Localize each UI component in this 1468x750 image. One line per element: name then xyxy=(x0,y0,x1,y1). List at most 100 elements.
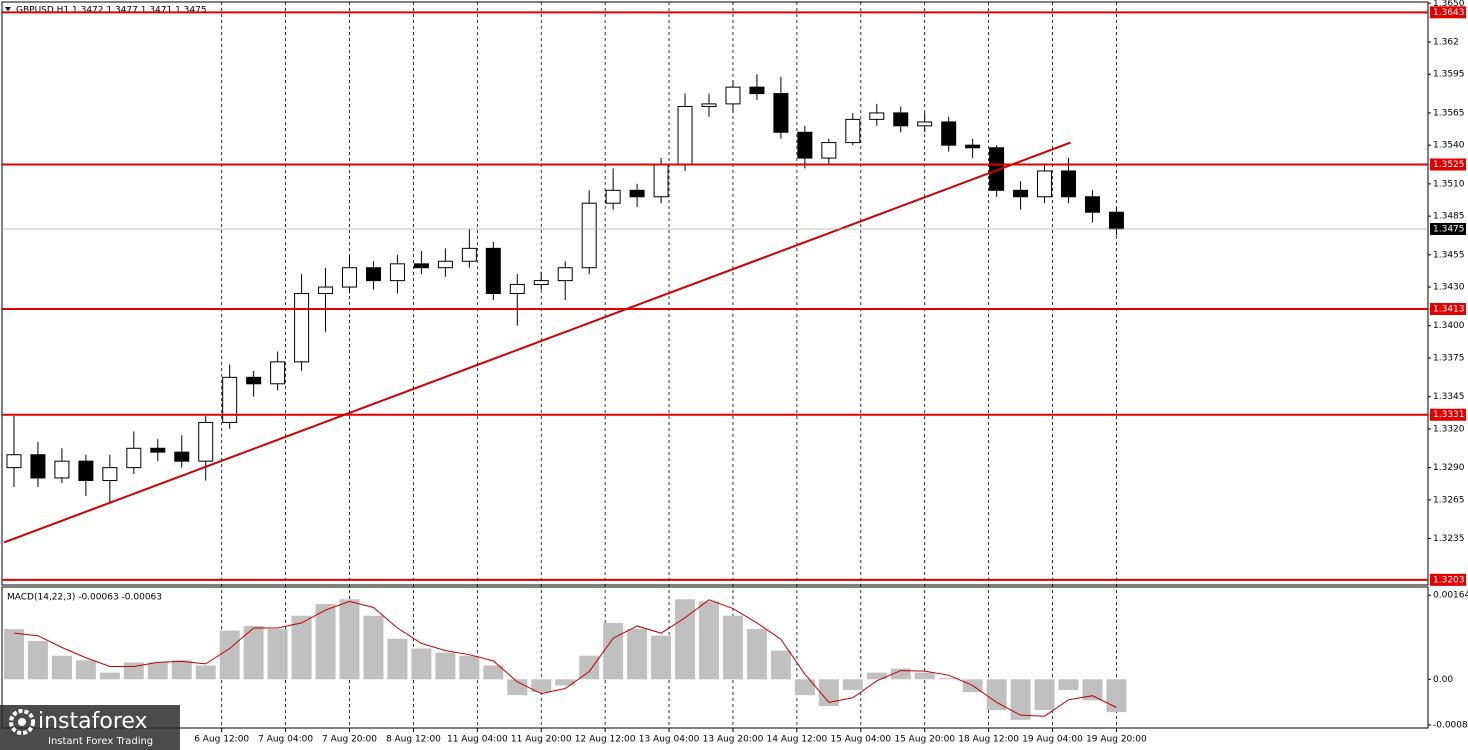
level-label: 1.3331 xyxy=(1433,410,1465,420)
candle-body xyxy=(965,144,981,149)
candle-body xyxy=(845,118,861,144)
histogram-bar xyxy=(531,679,552,693)
candle-body xyxy=(102,467,118,482)
candle-body xyxy=(749,86,765,95)
histogram-bar xyxy=(363,615,384,680)
histogram-bar xyxy=(818,679,839,706)
histogram-bar xyxy=(555,679,576,686)
candle-body xyxy=(485,247,501,295)
histogram-bar xyxy=(507,679,528,696)
macd-frame xyxy=(1,586,1429,729)
y-tick-label: 1.3455 xyxy=(1433,250,1465,260)
histogram-bar xyxy=(459,655,480,680)
histogram-bar xyxy=(339,599,360,680)
logo-tagline: Instant Forex Trading xyxy=(48,736,153,747)
last-price-box xyxy=(1430,223,1466,236)
y-tick-label: 1.3650 xyxy=(1433,0,1465,9)
candle-body xyxy=(677,105,693,166)
macd-title: MACD(14,22,3) -0.00063 -0.00063 xyxy=(7,593,162,603)
level-label: 1.3525 xyxy=(1433,160,1465,170)
candle-body xyxy=(989,147,1005,191)
histogram-bar xyxy=(219,630,240,680)
histogram-bar xyxy=(1106,679,1127,713)
x-tick-label: 18 Aug 12:00 xyxy=(958,735,1019,745)
y-tick-label: 1.3565 xyxy=(1433,108,1465,118)
candle-body xyxy=(701,103,717,107)
candle-body xyxy=(150,447,166,453)
histogram-bar xyxy=(387,638,408,680)
level-box xyxy=(1430,408,1466,421)
histogram-bar xyxy=(986,679,1007,711)
candle-body xyxy=(821,142,837,159)
y-tick-label: 1.3345 xyxy=(1433,392,1465,402)
histogram-bar xyxy=(651,635,672,680)
histogram-bar xyxy=(243,625,264,680)
candle-body xyxy=(246,376,262,385)
y-tick-label: 1.3235 xyxy=(1433,534,1465,544)
candle-body xyxy=(318,286,334,294)
candle-body xyxy=(54,460,70,479)
x-tick-label: 6 Aug 12:00 xyxy=(194,735,249,745)
candle-body xyxy=(30,454,46,479)
histogram-bar xyxy=(195,665,216,680)
histogram-bar xyxy=(171,660,192,680)
x-tick-label: 19 Aug 20:00 xyxy=(1086,735,1147,745)
candle-body xyxy=(581,202,597,269)
histogram-bar xyxy=(603,622,624,680)
candle-body xyxy=(917,121,933,127)
histogram-bar xyxy=(722,615,743,680)
logo-hub xyxy=(18,718,26,726)
histogram-bar xyxy=(27,640,48,680)
y-tick-label: -0.00089 xyxy=(1433,720,1468,730)
y-tick-label: 1.3400 xyxy=(1433,321,1465,331)
x-tick-label: 7 Aug 20:00 xyxy=(322,735,377,745)
candle-body xyxy=(533,280,549,285)
y-tick-label: 1.3290 xyxy=(1433,463,1465,473)
x-tick-label: 14 Aug 12:00 xyxy=(767,735,828,745)
y-tick-label: 1.3430 xyxy=(1433,283,1465,293)
candle-body xyxy=(461,247,477,262)
candle-body xyxy=(725,86,741,105)
x-tick-label: 12 Aug 12:00 xyxy=(575,735,636,745)
histogram-bar xyxy=(1082,679,1103,701)
y-tick-label: 1.362 xyxy=(1433,37,1459,47)
candle-body xyxy=(294,293,310,363)
histogram-bar xyxy=(147,662,168,680)
x-tick-label: 13 Aug 04:00 xyxy=(639,735,700,745)
histogram-bar xyxy=(435,652,456,680)
histogram-bar xyxy=(99,672,120,680)
candle-body xyxy=(773,93,789,133)
histogram-bar xyxy=(770,650,791,680)
level-label: 1.3203 xyxy=(1433,575,1465,585)
candle-body xyxy=(6,454,22,469)
histogram-bar xyxy=(627,629,648,680)
candle-body xyxy=(389,263,405,282)
histogram-bar xyxy=(411,648,432,680)
y-tick-label: 0.00164 xyxy=(1433,591,1468,601)
y-tick-label: 1.3595 xyxy=(1433,70,1465,80)
histogram-bar xyxy=(483,665,504,680)
candle-body xyxy=(270,361,286,385)
logo-brand: instaforex xyxy=(38,709,148,734)
candle-body xyxy=(1013,189,1029,198)
level-box xyxy=(1430,158,1466,171)
x-tick-label: 13 Aug 20:00 xyxy=(703,735,764,745)
histogram-bar xyxy=(51,655,72,680)
histogram-bar xyxy=(1058,679,1079,691)
chart-title: GBPUSD,H1 1.3472 1.3477 1.3471 1.3475 xyxy=(16,6,207,16)
histogram-bar xyxy=(1034,679,1055,711)
histogram-bar xyxy=(794,679,815,696)
histogram-bar xyxy=(914,672,935,680)
candle-body xyxy=(222,376,238,423)
x-tick-label: 11 Aug 20:00 xyxy=(511,735,572,745)
trend-line xyxy=(3,141,1071,544)
histogram-bar xyxy=(1010,679,1031,720)
x-tick-label: 8 Aug 12:00 xyxy=(386,735,441,745)
logo-gear xyxy=(9,709,35,735)
candle-body xyxy=(1108,211,1124,230)
histogram-bar xyxy=(3,629,24,680)
candle-body xyxy=(437,260,453,269)
candle-body xyxy=(126,447,142,469)
histogram-bar xyxy=(315,603,336,680)
